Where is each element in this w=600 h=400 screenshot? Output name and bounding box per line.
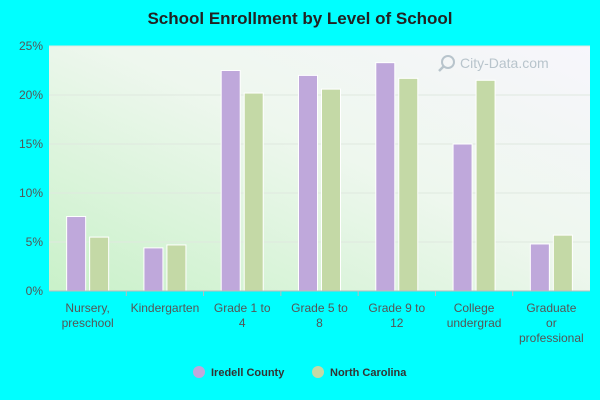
bar [321,88,341,292]
y-tick-label: 0% [26,284,44,298]
x-tick-label: Nursery, preschool [62,301,114,330]
bar [452,143,473,292]
plot-area [49,46,590,291]
legend-item: North Carolina [312,366,407,379]
bar [143,247,164,292]
bar [552,234,573,292]
bar [529,243,550,292]
y-tick-label: 25% [19,39,43,53]
legend-item: Iredell County [193,366,285,379]
bar [166,244,187,292]
y-axis-ticks: 0% 5% 10% 15% 20% 25% [19,39,43,298]
search-icon [438,55,455,72]
bar [66,216,87,292]
bar [298,74,318,292]
x-tick-label: College undergrad [447,301,502,330]
bar [398,77,419,292]
y-tick-label: 20% [19,88,43,102]
legend: Iredell County North Carolina [193,366,407,379]
chart-title: School Enrollment by Level of School [147,9,452,28]
y-tick-label: 5% [26,235,44,249]
y-tick-label: 15% [19,137,43,151]
legend-label: North Carolina [330,367,407,379]
watermark: City-Data.com [438,55,549,72]
bar [220,70,241,292]
bar [89,236,110,292]
x-axis: Nursery, preschool Kindergarten Grade 1 to 4… [49,290,590,345]
bar [475,79,496,292]
x-tick-label: Kindergarten [131,301,200,315]
x-tick-label: Grade 5 to 8 [291,301,348,330]
legend-label: Iredell County [211,367,285,379]
legend-swatch [193,366,205,378]
bar [375,62,396,292]
bar [243,92,264,292]
legend-swatch [312,366,324,378]
x-tick-label: Grade 1 to 4 [214,301,271,330]
gridlines [49,45,590,243]
watermark-text: City-Data.com [460,55,549,71]
x-tick-label: Grade 9 to 12 [368,301,425,330]
x-tick-label: Graduate or professional [519,301,584,345]
y-tick-label: 10% [19,186,43,200]
